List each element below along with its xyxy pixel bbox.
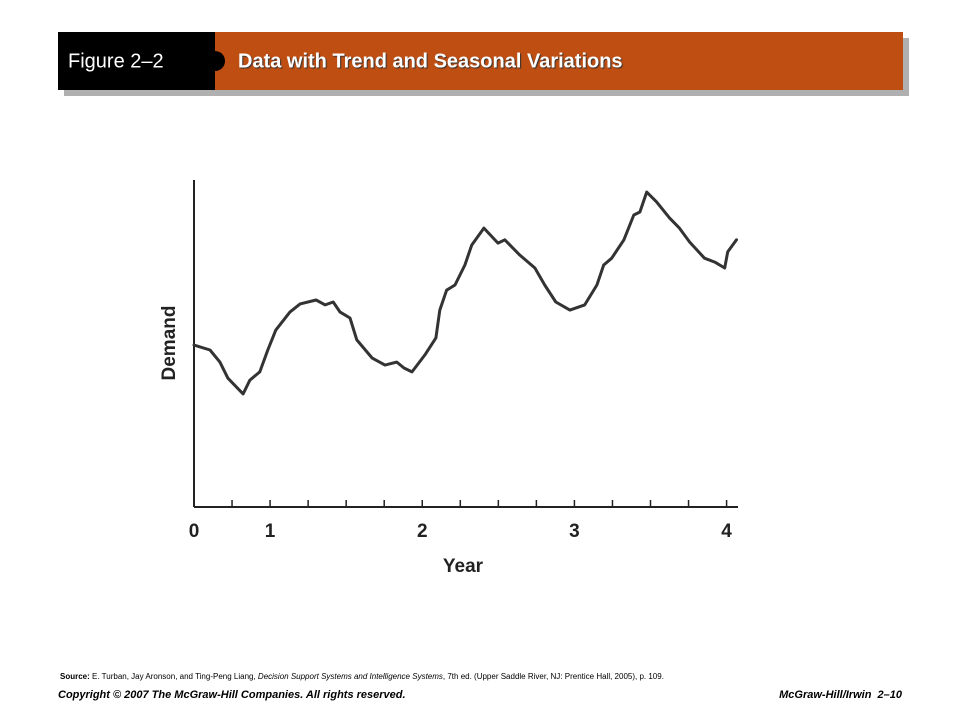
source: Source: E. Turban, Jay Aronson, and Ting…: [60, 672, 664, 681]
copyright: Copyright © 2007 The McGraw-Hill Compani…: [58, 689, 406, 701]
source-title: Decision Support Systems and Intelligenc…: [257, 672, 443, 681]
x-tick-label: 0: [189, 521, 200, 542]
source-text: , 7th ed. (Upper Saddle River, NJ: Prent…: [442, 672, 664, 681]
x-tick-label: 1: [265, 521, 276, 542]
source-label: Source:: [60, 672, 90, 681]
figure-number: Figure 2–2: [68, 50, 164, 72]
x-tick-label: 4: [721, 521, 732, 542]
source-text: E. Turban, Jay Aronson, and Ting-Peng Li…: [92, 672, 258, 681]
y-axis-label: Demand: [159, 306, 180, 381]
x-axis-label: Year: [443, 556, 484, 577]
header-title: Data with Trend and Seasonal Variations: [238, 50, 623, 72]
demand-line: [192, 190, 738, 396]
x-tick-label: 2: [417, 521, 428, 542]
publisher: McGraw-Hill/Irwin 2–10: [779, 689, 902, 701]
x-tick-label: 3: [569, 521, 580, 542]
header-bar: [215, 32, 903, 90]
header-tab: [205, 51, 225, 71]
figure-box: [58, 32, 215, 90]
